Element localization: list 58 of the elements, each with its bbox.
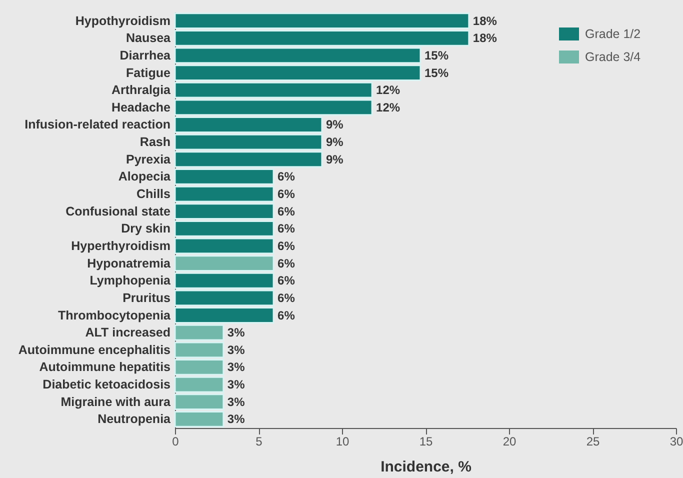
x-tick-label: 5: [256, 434, 263, 448]
data-label: 3%: [227, 342, 246, 357]
data-label: 6%: [278, 222, 296, 236]
legend-label: Grade 1/2: [585, 27, 641, 41]
x-tick-label: 30: [670, 434, 683, 448]
data-label: 9%: [326, 152, 344, 166]
data-label: 18%: [472, 31, 498, 46]
data-label: 12%: [376, 100, 400, 114]
y-tick-label: ALT increased: [85, 326, 170, 340]
y-tick-label: Rash: [140, 135, 170, 150]
data-label: 6%: [278, 290, 296, 305]
y-tick-label: Hypothyroidism: [75, 14, 170, 28]
y-tick-label: Autoimmune hepatitis: [39, 360, 171, 374]
y-tick-label: Migraine with aura: [60, 394, 172, 409]
data-label: 6%: [278, 274, 296, 288]
y-tick-label: Hyponatremia: [87, 256, 172, 270]
data-label: 3%: [227, 412, 246, 426]
y-tick-label: Pyrexia: [126, 152, 172, 166]
x-tick-label: 25: [586, 434, 600, 448]
legend-label: Grade 3/4: [585, 50, 641, 64]
data-label: 15%: [424, 48, 449, 62]
y-tick-label: Pruritus: [122, 290, 171, 305]
y-tick-label: Arthralgia: [111, 83, 172, 98]
y-tick-label: Headache: [111, 100, 171, 114]
data-label: 3%: [227, 326, 246, 340]
y-tick-label: Diarrhea: [120, 48, 172, 62]
data-label: 6%: [278, 187, 296, 202]
data-label: 15%: [424, 66, 449, 80]
data-label: 6%: [278, 204, 296, 218]
data-label: 12%: [376, 83, 400, 98]
data-label: 9%: [326, 135, 344, 150]
y-tick-label: Nausea: [126, 31, 172, 46]
data-label: 6%: [278, 256, 296, 270]
data-label: 3%: [227, 394, 246, 409]
data-label: 6%: [278, 308, 296, 322]
y-tick-label: Neutropenia: [98, 412, 172, 426]
x-tick-label: 15: [419, 434, 433, 448]
y-tick-label: Confusional state: [66, 204, 171, 218]
y-tick-label: Infusion-related reaction: [24, 118, 170, 132]
data-label: 9%: [326, 118, 344, 132]
x-tick-label: 0: [172, 434, 180, 448]
y-tick-label: Fatigue: [126, 66, 171, 80]
data-label: 3%: [227, 378, 246, 392]
y-tick-label: Alopecia: [118, 170, 172, 184]
data-label: 6%: [278, 170, 296, 184]
y-tick-label: Dry skin: [121, 222, 170, 236]
y-tick-label: Hyperthyroidism: [71, 238, 170, 253]
y-tick-label: Autoimmune encephalitis: [18, 342, 171, 357]
x-tick-label: 10: [336, 434, 350, 448]
y-tick-label: Thrombocytopenia: [58, 308, 172, 322]
y-tick-label: Chills: [136, 187, 171, 202]
y-tick-label: Diabetic ketoacidosis: [42, 378, 171, 392]
x-axis-title: Incidence, %: [380, 458, 472, 476]
data-label: 3%: [227, 360, 246, 374]
y-tick-label: Lymphopenia: [90, 274, 172, 288]
data-label: 6%: [278, 238, 296, 253]
x-tick-label: 20: [502, 434, 516, 448]
data-label: 18%: [472, 14, 498, 28]
